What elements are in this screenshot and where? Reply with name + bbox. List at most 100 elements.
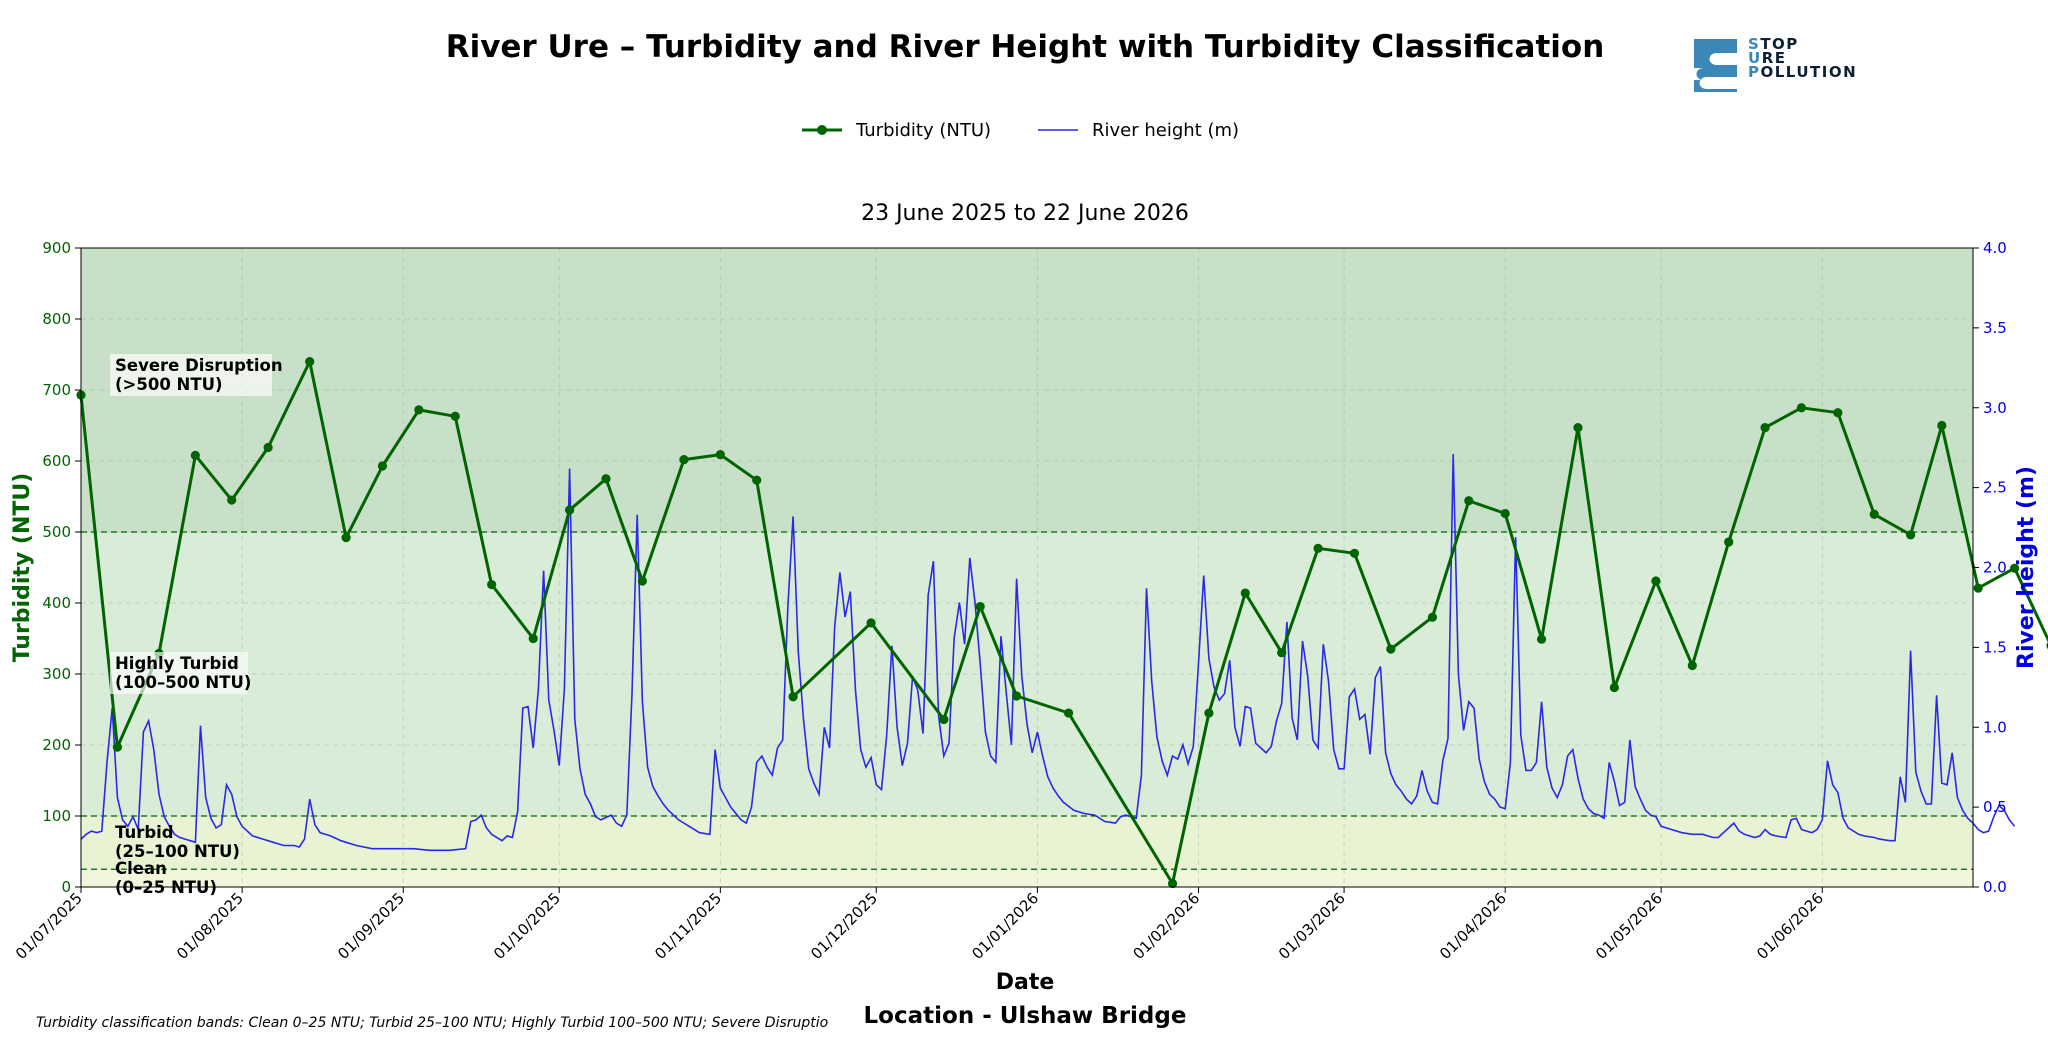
turbidity-point [1651,576,1661,586]
band-label: Clean [115,859,167,878]
river-height-line [80,454,2016,852]
y-tick-label: 400 [42,594,71,612]
turbidity-point [190,450,200,460]
turbidity-point [1063,708,1074,718]
x-tick-label: 01/09/2025 [334,889,408,963]
x-tick-label: 01/04/2026 [1436,889,1510,963]
y-axis-label: Turbidity (NTU) [10,473,35,663]
band-label: (25–100 NTU) [115,842,240,861]
x-tick-label: 01/10/2025 [490,889,564,963]
chart-subtitle: 23 June 2025 to 22 June 2026 [861,201,1189,226]
turbidity-point [1906,530,1916,540]
turbidity-point [866,618,876,628]
band-0 [81,869,1973,887]
x-axis-label: Date [996,970,1055,995]
y2-tick-label: 2.0 [1983,559,2007,577]
band-label: Severe Disruption [115,356,283,375]
turbidity-point [679,454,689,465]
logo: STOP URE POLLUTION [1694,35,1856,92]
y-tick-label: 300 [42,665,71,683]
turbidity-point [1760,423,1770,433]
turbidity-point [1313,543,1323,553]
turbidity-point [601,474,611,484]
turbidity-point [788,692,798,702]
river-logo-icon [1694,39,1737,92]
classification-caption: Turbidity classification bands: Clean 0–… [36,1015,828,1031]
turbidity-point [1240,588,1250,598]
classification-bands [81,248,1973,887]
x-tick-label: 01/08/2025 [173,889,247,963]
band-1 [81,816,1973,870]
legend-turbidity-label: Turbidity (NTU) [855,120,991,141]
turbidity-point [112,742,122,752]
turbidity-point [1869,509,1879,519]
turbidity-point [1012,691,1022,701]
y-tick-label: 500 [42,523,71,541]
logo-line-2: URE [1748,49,1786,67]
y-tick-label: 700 [42,381,71,399]
turbidity-point [1609,682,1619,693]
y2-tick-label: 0.5 [1983,798,2007,816]
band-label: (>500 NTU) [115,375,223,394]
y2-tick-label: 1.5 [1983,638,2007,656]
turbidity-point [1386,644,1396,654]
y2-tick-label: 0.0 [1983,878,2007,896]
turbidity-point [637,576,647,586]
turbidity-point [1833,408,1843,418]
x-tick-label: 01/07/2025 [12,889,86,963]
x-tick-label: 01/12/2025 [807,889,881,963]
x-tick-label: 01/03/2026 [1275,889,1349,963]
band-labels: Severe Disruption(>500 NTU) Highly Turbid… [110,354,283,897]
x-tick-label: 01/06/2026 [1753,889,1827,963]
turbidity-point [1687,660,1697,671]
turbidity-point [975,601,985,612]
turbidity-point [1204,708,1214,718]
turbidity-point [341,533,351,543]
band-label: Turbid [115,823,174,842]
turbidity-point [263,442,273,453]
turbidity-point [1500,508,1510,519]
river-height-series [80,454,2016,852]
y-tick-label: 0 [61,878,71,896]
y-tick-label: 900 [42,239,71,257]
band-label: Highly Turbid [115,654,239,673]
turbidity-point [1167,878,1178,889]
x-tick-label: 01/05/2026 [1592,889,1666,963]
turbidity-point [564,505,575,515]
turbidity-point [1536,634,1547,644]
y-tick-label: 200 [42,736,71,754]
turbidity-point [2009,563,2020,573]
band-label-box [110,652,248,694]
y2-tick-label: 2.5 [1983,479,2007,497]
chart-title: River Ure – Turbidity and River Height w… [446,29,1605,65]
legend-river-height-label: River height (m) [1092,120,1239,141]
location-label: Location - Ulshaw Bridge [864,1003,1187,1029]
y2-tick-label: 3.0 [1983,399,2007,417]
legend: Turbidity (NTU) River height (m) [802,120,1239,141]
y-tick-label: 100 [42,807,71,825]
turbidity-line [79,360,2048,885]
turbidity-point [377,461,388,471]
turbidity-point [939,714,949,725]
band-label: (100–500 NTU) [115,673,251,692]
turbidity-point [1427,612,1438,622]
x-tick-label: 01/11/2025 [651,889,725,963]
turbidity-point [715,450,725,460]
turbidity-point [1796,403,1807,413]
turbidity-point [305,357,315,367]
threshold-lines [81,531,1973,870]
legend-turbidity-marker [817,125,827,135]
y2-tick-label: 3.5 [1983,319,2007,337]
logo-line-1: STOP [1748,35,1799,53]
turbidity-point [487,579,497,590]
turbidity-point [528,633,538,644]
y2-tick-label: 4.0 [1983,239,2007,257]
turbidity-point [1464,496,1474,506]
y-tick-label: 600 [42,452,71,470]
turbidity-point [1973,583,1983,593]
turbidity-point [1724,537,1734,547]
y2-axis-label: River height (m) [2014,466,2039,669]
band-label-box [110,354,272,396]
y-tick-label: 800 [42,310,71,328]
